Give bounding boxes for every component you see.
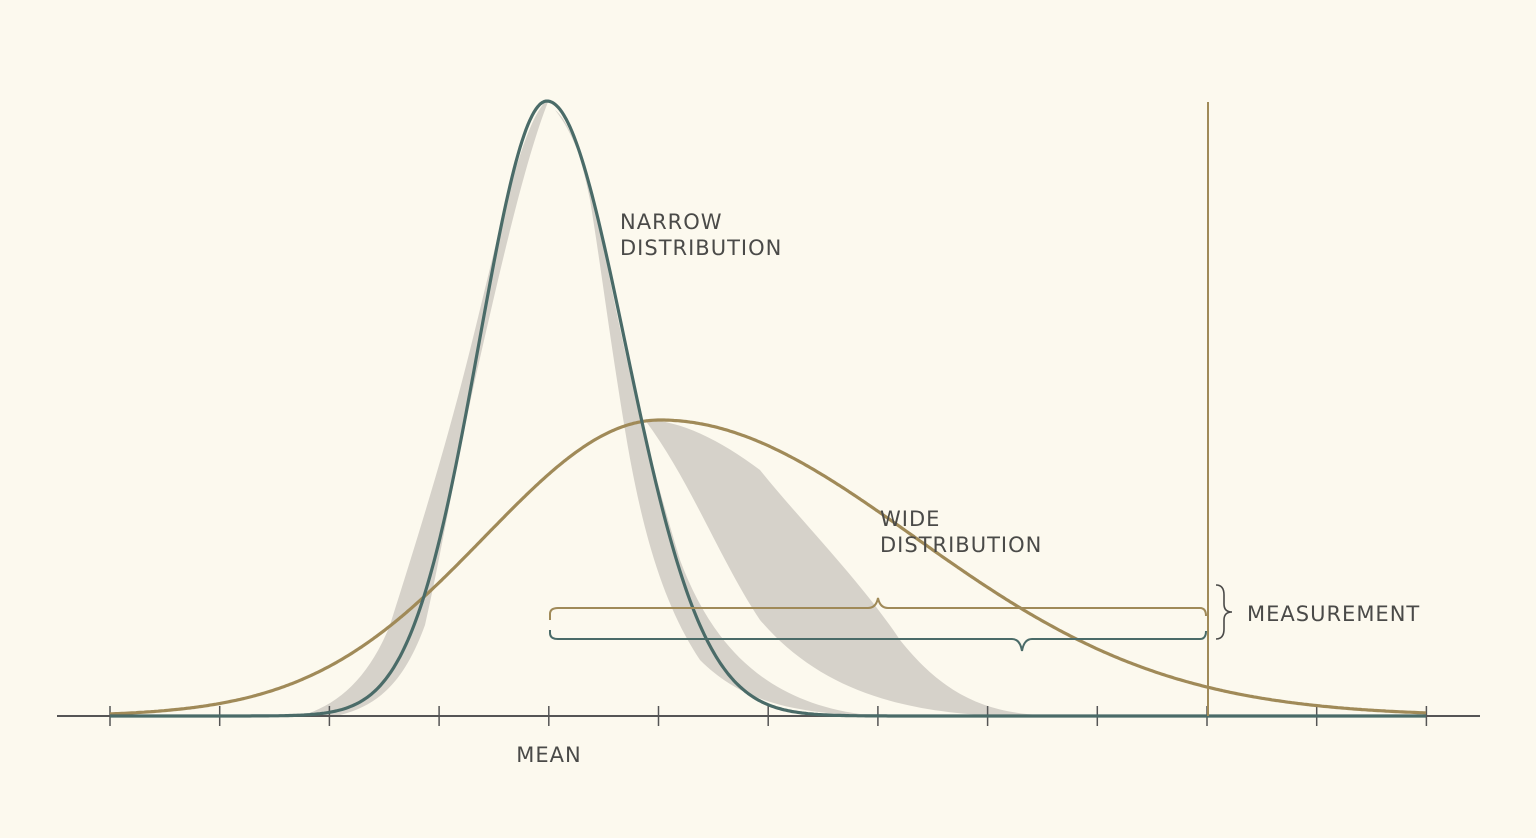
narrow-label-line2: DISTRIBUTION [620, 236, 782, 260]
narrow-band-left [300, 102, 548, 716]
wide-band-right [645, 420, 1150, 716]
narrow-distance-bracket [549, 630, 1207, 652]
wide-distance-bracket [549, 597, 1207, 620]
narrow-band-right [555, 110, 960, 716]
narrow-distribution-curve [110, 99, 1426, 718]
wide-label-line1: WIDE [880, 507, 940, 531]
wide-distribution-curve [109, 418, 1427, 716]
mean-label: MEAN [516, 743, 581, 767]
narrow-label-line1: NARROW [620, 210, 723, 234]
wide-label-line2: DISTRIBUTION [880, 533, 1042, 557]
measurement-label: MEASUREMENT [1247, 602, 1420, 626]
measurement-brace [1215, 584, 1233, 640]
